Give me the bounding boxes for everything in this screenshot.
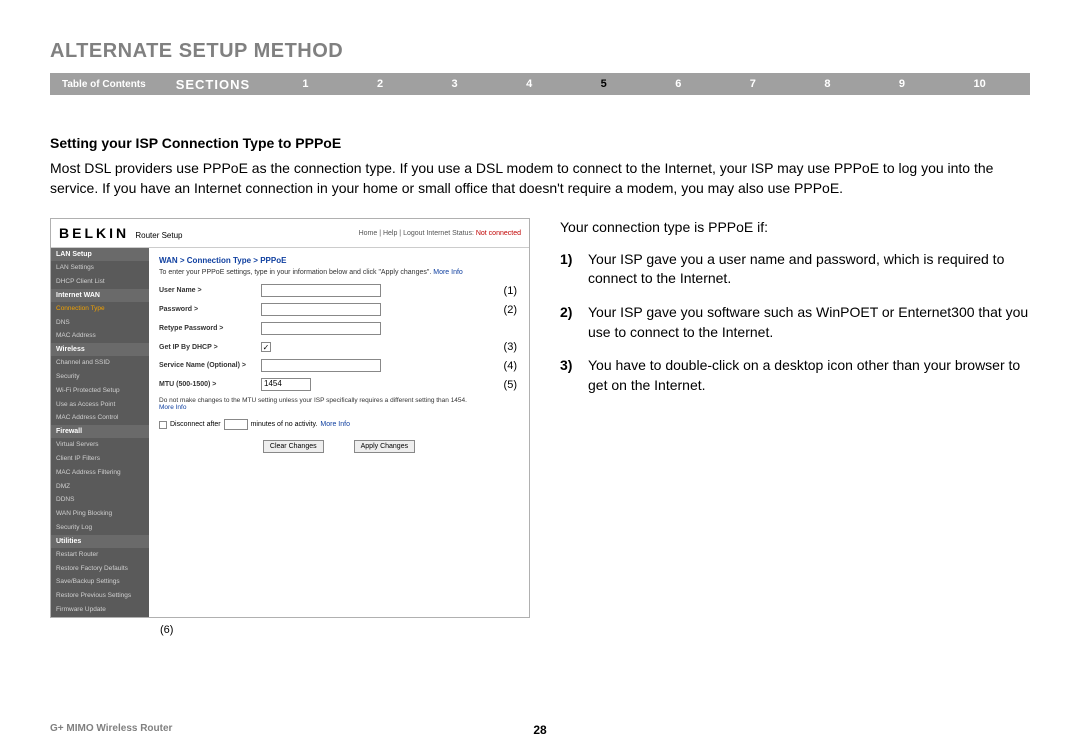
sidebar-header: Firewall [51, 425, 149, 438]
page-number: 28 [533, 723, 546, 737]
brand-logo: BELKIN [59, 225, 129, 241]
nav-sections-label: SECTIONS [158, 77, 268, 92]
field-label: Password > [159, 306, 261, 313]
list-text: Your ISP gave you software such as WinPO… [588, 303, 1030, 342]
router-sidebar: LAN SetupLAN SettingsDHCP Client ListInt… [51, 248, 149, 617]
list-number: 2) [560, 303, 588, 342]
annotation-6: (6) [50, 624, 530, 636]
text-input[interactable] [261, 359, 381, 372]
list-item: 3)You have to double-click on a desktop … [560, 356, 1030, 395]
right-lead: Your connection type is PPPoE if: [560, 218, 1030, 238]
mtu-note: Do not make changes to the MTU setting u… [159, 397, 519, 411]
body-paragraph: Most DSL providers use PPPoE as the conn… [50, 159, 1030, 198]
field-annotation: (4) [504, 360, 519, 372]
sidebar-item[interactable]: DDNS [51, 493, 149, 507]
page-title: ALTERNATE SETUP METHOD [50, 40, 1030, 63]
sidebar-item[interactable]: Firmware Update [51, 603, 149, 617]
disconnect-checkbox[interactable] [159, 421, 167, 429]
sidebar-item[interactable]: MAC Address Control [51, 411, 149, 425]
status-text: Not connected [476, 230, 521, 237]
clear-changes-button[interactable]: Clear Changes [263, 440, 324, 453]
field-label: MTU (500-1500) > [159, 381, 261, 388]
nav-item-4[interactable]: 4 [526, 78, 532, 90]
sidebar-item[interactable]: DHCP Client List [51, 275, 149, 289]
text-input[interactable]: 1454 [261, 378, 311, 391]
field-annotation: (3) [504, 341, 519, 353]
top-links: Home | Help | Logout Internet Status: No… [359, 230, 521, 237]
nav-item-8[interactable]: 8 [824, 78, 830, 90]
sidebar-item[interactable]: MAC Address [51, 329, 149, 343]
field-annotation: (5) [504, 379, 519, 391]
section-nav: Table of Contents SECTIONS 1 2 3 4 5 6 7… [50, 73, 1030, 95]
field-label: Retype Password > [159, 325, 261, 332]
form-row: User Name > (1) [159, 284, 519, 297]
router-screenshot: BELKIN Router Setup Home | Help | Logout… [50, 218, 530, 618]
sidebar-item[interactable]: Wi-Fi Protected Setup [51, 384, 149, 398]
form-row: Service Name (Optional) > (4) [159, 359, 519, 372]
nav-toc[interactable]: Table of Contents [50, 79, 158, 90]
disconnect-row: Disconnect after minutes of no activity.… [159, 419, 519, 430]
sidebar-item[interactable]: Restart Router [51, 548, 149, 562]
list-text: Your ISP gave you a user name and passwo… [588, 250, 1030, 289]
more-info-link-3[interactable]: More Info [320, 421, 350, 428]
field-annotation: (1) [504, 285, 519, 297]
form-row: MTU (500-1500) >1454 (5) [159, 378, 519, 391]
sidebar-item[interactable]: Use as Access Point [51, 398, 149, 412]
list-text: You have to double-click on a desktop ic… [588, 356, 1030, 395]
apply-changes-button[interactable]: Apply Changes [354, 440, 415, 453]
sidebar-header: Wireless [51, 343, 149, 356]
nav-item-1[interactable]: 1 [302, 78, 308, 90]
sidebar-header: LAN Setup [51, 248, 149, 261]
sidebar-item[interactable]: Security [51, 370, 149, 384]
brand-sub: Router Setup [135, 231, 182, 240]
sidebar-item[interactable]: DNS [51, 316, 149, 330]
sidebar-header: Utilities [51, 535, 149, 548]
form-row: Retype Password > [159, 322, 519, 335]
footer-product: G+ MIMO Wireless Router [50, 723, 172, 734]
nav-item-7[interactable]: 7 [750, 78, 756, 90]
text-input[interactable] [261, 303, 381, 316]
breadcrumb: WAN > Connection Type > PPPoE [159, 256, 519, 265]
sidebar-item[interactable]: Channel and SSID [51, 356, 149, 370]
field-annotation: (2) [504, 304, 519, 316]
list-number: 1) [560, 250, 588, 289]
list-number: 3) [560, 356, 588, 395]
sidebar-item[interactable]: Security Log [51, 521, 149, 535]
text-input[interactable] [261, 284, 381, 297]
list-item: 1)Your ISP gave you a user name and pass… [560, 250, 1030, 289]
checkbox-input[interactable]: ✓ [261, 342, 271, 352]
more-info-link[interactable]: More Info [433, 269, 463, 276]
nav-item-5[interactable]: 5 [601, 78, 607, 90]
sidebar-item[interactable]: Restore Previous Settings [51, 589, 149, 603]
nav-item-2[interactable]: 2 [377, 78, 383, 90]
nav-numbers: 1 2 3 4 5 6 7 8 9 10 [268, 78, 1030, 90]
disconnect-minutes-input[interactable] [224, 419, 248, 430]
nav-item-10[interactable]: 10 [973, 78, 985, 90]
sidebar-item[interactable]: Connection Type [51, 302, 149, 316]
more-info-link-2[interactable]: More Info [159, 404, 186, 411]
sidebar-header: Internet WAN [51, 289, 149, 302]
field-label: Service Name (Optional) > [159, 362, 261, 369]
sidebar-item[interactable]: LAN Settings [51, 261, 149, 275]
sub-heading: Setting your ISP Connection Type to PPPo… [50, 135, 1030, 151]
nav-item-9[interactable]: 9 [899, 78, 905, 90]
sidebar-item[interactable]: DMZ [51, 480, 149, 494]
form-row: Get IP By DHCP >✓ (3) [159, 341, 519, 353]
nav-item-6[interactable]: 6 [675, 78, 681, 90]
nav-item-3[interactable]: 3 [452, 78, 458, 90]
sidebar-item[interactable]: Save/Backup Settings [51, 575, 149, 589]
sidebar-item[interactable]: Client IP Filters [51, 452, 149, 466]
sidebar-item[interactable]: WAN Ping Blocking [51, 507, 149, 521]
field-label: User Name > [159, 287, 261, 294]
sidebar-item[interactable]: Restore Factory Defaults [51, 562, 149, 576]
field-label: Get IP By DHCP > [159, 344, 261, 351]
sidebar-item[interactable]: MAC Address Filtering [51, 466, 149, 480]
list-item: 2)Your ISP gave you software such as Win… [560, 303, 1030, 342]
form-row: Password > (2) [159, 303, 519, 316]
text-input[interactable] [261, 322, 381, 335]
sidebar-item[interactable]: Virtual Servers [51, 438, 149, 452]
instruction-text: To enter your PPPoE settings, type in yo… [159, 269, 519, 276]
